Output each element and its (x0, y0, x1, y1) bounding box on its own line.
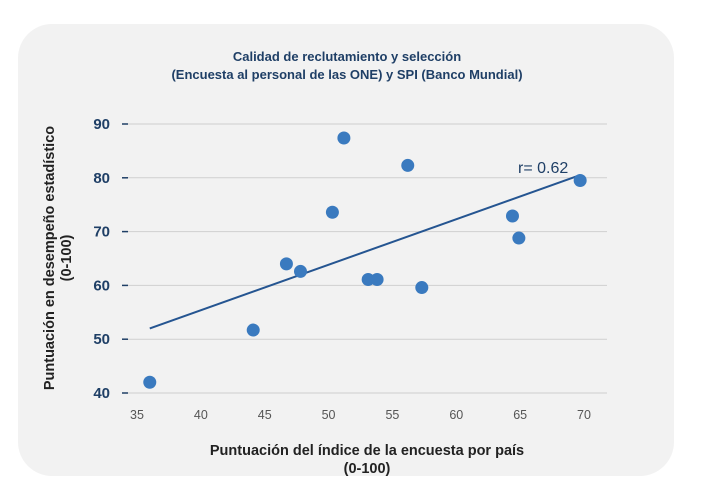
x-tick-label-55: 55 (385, 408, 399, 422)
x-axis-ticks: 35 40 45 50 55 60 65 70 (130, 408, 591, 422)
data-point-8 (370, 272, 384, 286)
trendline-group (149, 174, 581, 330)
data-point-1 (143, 375, 157, 389)
data-point-3 (279, 257, 293, 271)
data-points (143, 131, 587, 389)
data-point-9 (401, 158, 415, 172)
correlation-annotation: r= 0.62 (518, 160, 568, 177)
y-axis-label-line-2: (0-100) (59, 234, 75, 281)
x-tick-label-70: 70 (577, 408, 591, 422)
x-tick-label-45: 45 (258, 408, 272, 422)
y-axis-ticks: 40 50 60 70 80 90 (93, 116, 128, 402)
x-tick-label-50: 50 (322, 408, 336, 422)
x-axis-label-line-1: Puntuación del índice de la encuesta por… (210, 443, 524, 459)
x-tick-label-65: 65 (513, 408, 527, 422)
x-tick-label-60: 60 (449, 408, 463, 422)
x-tick-label-40: 40 (194, 408, 208, 422)
data-point-10 (415, 281, 429, 295)
x-axis-label-line-2: (0-100) (344, 461, 391, 477)
data-point-5 (325, 205, 339, 219)
chart-title-line-1: Calidad de reclutamiento y selección (233, 49, 461, 64)
y-tick-label-40: 40 (93, 385, 110, 402)
chart-title-line-2: (Encuesta al personal de las ONE) y SPI … (171, 67, 522, 82)
y-tick-label-80: 80 (93, 170, 110, 187)
data-point-11 (505, 209, 519, 223)
y-tick-label-90: 90 (93, 116, 110, 133)
y-tick-label-70: 70 (93, 224, 110, 241)
data-point-6 (337, 131, 351, 145)
data-point-12 (512, 231, 526, 245)
data-point-2 (246, 323, 260, 337)
data-point-4 (293, 264, 307, 278)
y-axis-label-line-1: Puntuación en desempeño estadístico (42, 126, 58, 390)
y-tick-label-50: 50 (93, 331, 110, 348)
data-point-13 (573, 173, 587, 187)
chart-card (18, 24, 674, 476)
trendline (149, 174, 581, 330)
x-tick-label-35: 35 (130, 408, 144, 422)
y-tick-label-60: 60 (93, 277, 110, 294)
data-point-7 (361, 272, 375, 286)
